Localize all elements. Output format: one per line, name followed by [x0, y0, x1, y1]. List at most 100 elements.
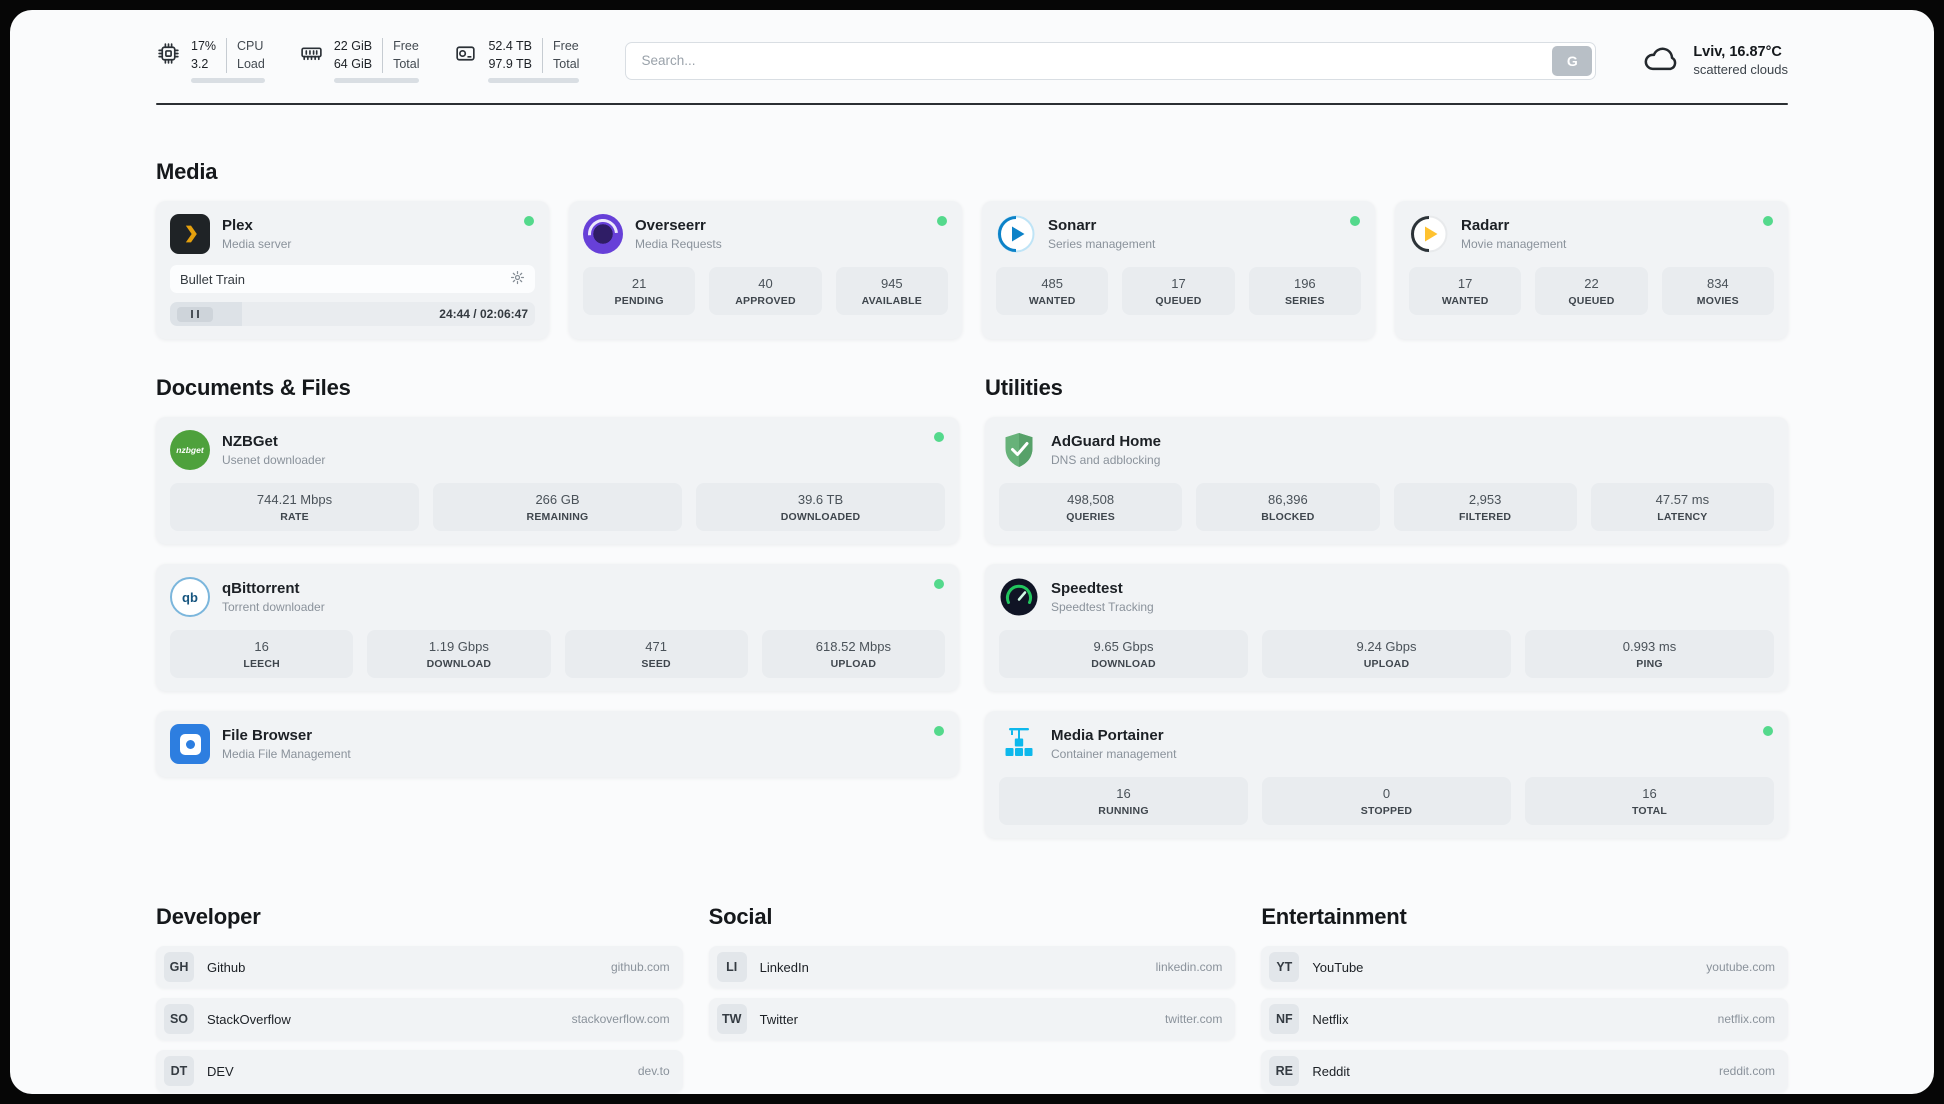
app-subtitle: Container management: [1051, 747, 1177, 761]
stat-label: DOWNLOADED: [780, 511, 861, 523]
sonarr-card[interactable]: Sonarr Series management 485 WANTED 17 Q…: [982, 201, 1375, 339]
portainer-card[interactable]: Media Portainer Container management 16 …: [985, 711, 1788, 838]
bookmark-abbr: SO: [164, 1004, 194, 1034]
bookmark-abbr: GH: [164, 952, 194, 982]
bookmark-name: Netflix: [1312, 1011, 1349, 1027]
documents-section: Documents & Files nzbget NZBGet Usenet d…: [156, 375, 959, 838]
adguard-card[interactable]: AdGuard Home DNS and adblocking 498,508 …: [985, 417, 1788, 544]
bookmark-name: LinkedIn: [759, 959, 809, 975]
disk-progress-bar: [488, 78, 580, 83]
stat-box: 498,508 QUERIES: [999, 483, 1183, 531]
app-name: Radarr: [1461, 217, 1510, 234]
stat-value: 40: [758, 276, 773, 291]
bookmark-name: DEV: [207, 1063, 234, 1079]
stat-box: 2,953 FILTERED: [1393, 483, 1577, 531]
app-name: NZBGet: [222, 433, 278, 450]
bookmark-dev[interactable]: DT DEV dev.to: [156, 1050, 683, 1092]
ram-progress-bar: [333, 78, 420, 83]
status-dot: [524, 216, 534, 226]
stat-value: 9.65 Gbps: [1093, 639, 1154, 654]
stat-label: WANTED: [1441, 295, 1489, 307]
stat-value: 86,396: [1267, 492, 1308, 507]
bookmark-abbr: TW: [716, 1004, 747, 1034]
app-name: Overseerr: [635, 217, 706, 234]
weather-location: Lviv, 16.87°C: [1693, 44, 1782, 60]
stat-value: 0.993 ms: [1622, 639, 1677, 654]
plex-card[interactable]: Plex Media server Bullet Train: [156, 201, 549, 339]
bookmark-netflix[interactable]: NF Netflix netflix.com: [1261, 998, 1788, 1040]
stat-box: 1.19 Gbps DOWNLOAD: [367, 630, 551, 678]
stat-value: 945: [880, 276, 903, 291]
status-dot: [1763, 216, 1773, 226]
radarr-card[interactable]: Radarr Movie management 17 WANTED 22 QUE…: [1395, 201, 1788, 339]
stat-box: 86,396 BLOCKED: [1196, 483, 1380, 531]
bookmark-linkedin[interactable]: LI LinkedIn linkedin.com: [708, 946, 1236, 988]
ram-total-value: 64 GiB: [333, 56, 373, 71]
utilities-section: Utilities AdGuard Home: [985, 375, 1788, 838]
status-dot: [1763, 726, 1773, 736]
stat-label: MOVIES: [1696, 295, 1739, 307]
cpu-chip-icon: [156, 41, 181, 71]
disk-stat: 52.4 TB Free 97.9 TB Total: [453, 38, 580, 83]
app-subtitle: Speedtest Tracking: [1051, 600, 1154, 614]
filebrowser-icon: [170, 724, 210, 764]
cloud-icon: [1642, 42, 1682, 79]
stat-box: 22 QUEUED: [1535, 267, 1648, 315]
app-subtitle: Torrent downloader: [222, 600, 325, 614]
speedtest-card[interactable]: Speedtest Speedtest Tracking 9.65 Gbps D…: [985, 564, 1788, 691]
bookmark-twitter[interactable]: TW Twitter twitter.com: [708, 998, 1236, 1040]
stat-value: 471: [645, 639, 667, 654]
bookmark-domain: twitter.com: [1164, 1012, 1223, 1026]
bookmark-domain: stackoverflow.com: [571, 1012, 670, 1026]
settings-gear-icon[interactable]: [510, 270, 525, 288]
dashboard-page: 17% CPU 3.2 Load 22 GiB Fre: [10, 10, 1934, 1094]
stat-box: 9.65 Gbps DOWNLOAD: [999, 630, 1248, 678]
stat-box: 834 MOVIES: [1661, 267, 1774, 315]
developer-section-title: Developer: [156, 904, 261, 929]
bookmark-name: Twitter: [759, 1011, 798, 1027]
bookmark-domain: github.com: [610, 960, 670, 974]
qbittorrent-card[interactable]: qb qBittorrent Torrent downloader 16 LEE…: [156, 564, 959, 691]
stat-value: 744.21 Mbps: [256, 492, 333, 507]
overseerr-card[interactable]: Overseerr Media Requests 21 PENDING 40 A…: [569, 201, 962, 339]
disk-total-value: 97.9 TB: [488, 56, 533, 71]
bookmark-youtube[interactable]: YT YouTube youtube.com: [1261, 946, 1788, 988]
status-dot: [934, 579, 944, 589]
stat-value: 39.6 TB: [797, 492, 844, 507]
stat-label: TOTAL: [1631, 805, 1668, 817]
cpu-load-value: 3.2: [191, 56, 209, 71]
pause-button[interactable]: [177, 306, 213, 322]
status-dot: [937, 216, 947, 226]
stat-label: LATENCY: [1657, 511, 1708, 523]
stat-value: 498,508: [1067, 492, 1115, 507]
stat-value: 618.52 Mbps: [815, 639, 891, 654]
stat-box: 744.21 Mbps RATE: [170, 483, 419, 531]
stat-value: 47.57 ms: [1655, 492, 1710, 507]
documents-section-title: Documents & Files: [156, 375, 351, 400]
disk-free-label: Free: [542, 38, 579, 56]
bookmark-abbr: LI: [716, 952, 747, 982]
stat-box: 40 APPROVED: [709, 267, 822, 315]
app-subtitle: Media Requests: [635, 237, 722, 251]
search-engine-button[interactable]: G: [1552, 45, 1593, 76]
nzbget-card[interactable]: nzbget NZBGet Usenet downloader 744.21 M…: [156, 417, 959, 544]
playback-seek-bar[interactable]: 24:44 / 02:06:47: [170, 302, 535, 326]
stat-label: APPROVED: [735, 295, 796, 307]
bookmark-reddit[interactable]: RE Reddit reddit.com: [1261, 1050, 1788, 1092]
stat-label: AVAILABLE: [861, 295, 922, 307]
stat-label: UPLOAD: [1363, 658, 1410, 670]
bookmark-stackoverflow[interactable]: SO StackOverflow stackoverflow.com: [156, 998, 683, 1040]
stat-value: 9.24 Gbps: [1356, 639, 1417, 654]
bookmark-github[interactable]: GH Github github.com: [156, 946, 683, 988]
entertainment-section: Entertainment YT YouTube youtube.com NF …: [1261, 904, 1788, 1092]
system-stats: 17% CPU 3.2 Load 22 GiB Fre: [156, 38, 580, 83]
bookmark-abbr: YT: [1269, 952, 1300, 982]
search-input[interactable]: [629, 47, 1553, 74]
app-subtitle: Movie management: [1461, 237, 1567, 251]
nzbget-icon: nzbget: [170, 430, 210, 470]
ram-total-label: Total: [382, 55, 419, 73]
stat-box: 618.52 Mbps UPLOAD: [761, 630, 945, 678]
app-subtitle: Media server: [222, 237, 292, 251]
filebrowser-card[interactable]: File Browser Media File Management: [156, 711, 959, 777]
